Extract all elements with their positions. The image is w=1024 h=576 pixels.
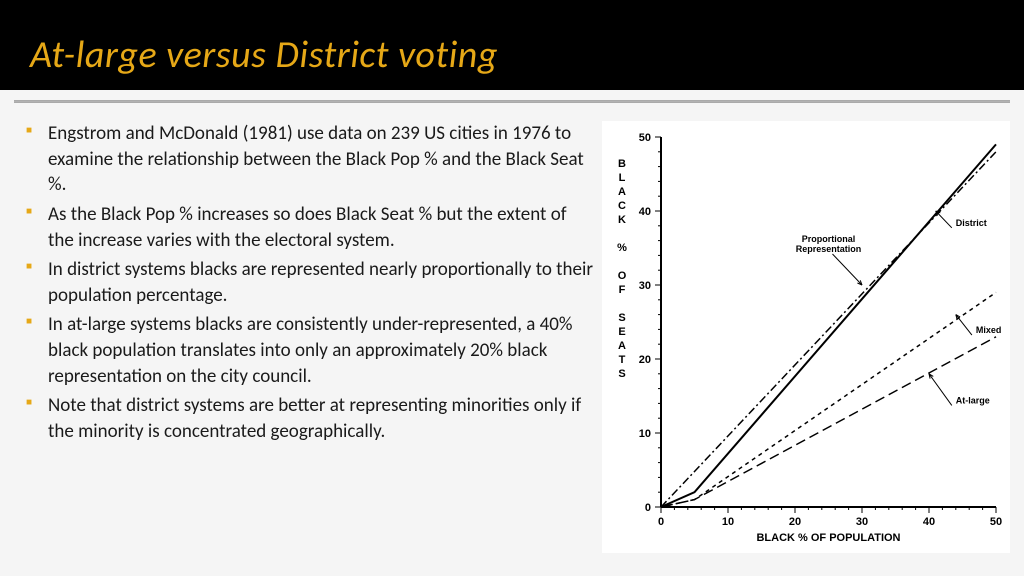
svg-text:10: 10 [639, 428, 651, 440]
chart-container: 0102030405001020304050BLACK%OFSEATSBLACK… [602, 121, 1010, 553]
svg-text:F: F [619, 284, 626, 296]
svg-text:30: 30 [856, 516, 868, 528]
svg-text:T: T [619, 354, 626, 366]
slide-title: At-large versus District voting [30, 32, 498, 78]
svg-text:S: S [618, 368, 625, 380]
svg-text:20: 20 [639, 354, 651, 366]
svg-text:40: 40 [923, 516, 935, 528]
svg-text:20: 20 [789, 516, 801, 528]
series-propRep [661, 152, 996, 507]
svg-text:Representation: Representation [796, 244, 862, 254]
line-chart: 0102030405001020304050BLACK%OFSEATSBLACK… [606, 127, 1006, 547]
svg-text:BLACK % OF POPULATION: BLACK % OF POPULATION [756, 532, 900, 544]
slide-header: At-large versus District voting [0, 0, 1024, 90]
svg-text:A: A [618, 340, 626, 352]
svg-text:C: C [618, 200, 626, 212]
svg-text:E: E [618, 326, 625, 338]
svg-text:30: 30 [639, 280, 651, 292]
svg-text:50: 50 [990, 516, 1002, 528]
svg-text:L: L [619, 172, 626, 184]
svg-text:Proportional: Proportional [802, 234, 856, 244]
svg-text:10: 10 [722, 516, 734, 528]
svg-text:0: 0 [645, 502, 651, 514]
series-district [661, 144, 996, 507]
bullet-item: In at-large systems blacks are consisten… [24, 312, 594, 389]
svg-text:50: 50 [639, 132, 651, 144]
series-mixed [661, 292, 996, 507]
svg-text:At-large: At-large [956, 395, 990, 405]
svg-text:O: O [618, 270, 627, 282]
svg-text:40: 40 [639, 206, 651, 218]
bullet-item: In district systems blacks are represent… [24, 257, 594, 308]
svg-text:A: A [618, 186, 626, 198]
svg-text:District: District [956, 218, 987, 228]
svg-text:S: S [618, 312, 625, 324]
slide-body: Engstrom and McDonald (1981) use data on… [0, 103, 1024, 563]
svg-text:K: K [618, 214, 626, 226]
bullet-item: Engstrom and McDonald (1981) use data on… [24, 121, 594, 198]
series-atLarge [661, 337, 996, 507]
svg-text:%: % [617, 242, 627, 254]
svg-text:B: B [618, 158, 626, 170]
bullet-item: As the Black Pop % increases so does Bla… [24, 202, 594, 253]
svg-text:Mixed: Mixed [976, 325, 1002, 335]
svg-text:0: 0 [658, 516, 664, 528]
bullet-list: Engstrom and McDonald (1981) use data on… [24, 121, 594, 553]
bullet-item: Note that district systems are better at… [24, 393, 594, 444]
